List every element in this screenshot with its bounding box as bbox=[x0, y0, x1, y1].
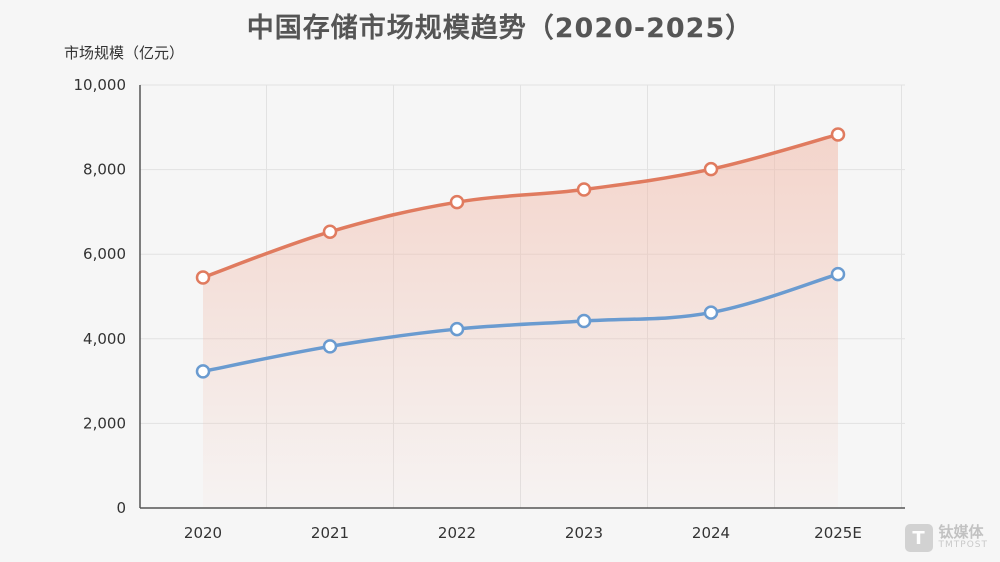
series-area bbox=[203, 134, 838, 508]
x-tick-label: 2023 bbox=[565, 524, 603, 542]
x-tick-label: 2022 bbox=[438, 524, 476, 542]
series-line bbox=[201, 132, 840, 280]
series-lines bbox=[201, 132, 840, 374]
data-point bbox=[322, 224, 338, 240]
watermark-logo-icon: T bbox=[904, 524, 933, 552]
x-tick-label: 2024 bbox=[692, 524, 730, 542]
watermark: T 钛媒体 TMTPOST bbox=[904, 524, 988, 552]
data-point bbox=[449, 194, 465, 210]
x-tick-label: 2020 bbox=[184, 524, 222, 542]
y-tick-label: 0 bbox=[116, 499, 126, 517]
data-point bbox=[830, 266, 846, 282]
data-point bbox=[703, 305, 719, 320]
watermark-name-en: TMTPOST bbox=[938, 540, 988, 551]
data-point bbox=[830, 127, 846, 142]
y-axis-label: 市场规模（亿元） bbox=[64, 44, 185, 62]
x-tick-label: 2025E bbox=[814, 524, 862, 542]
y-tick-labels: 0 2,000 4,000 6,000 8,000 10,000 bbox=[74, 76, 127, 517]
data-point bbox=[195, 270, 211, 285]
y-tick-label: 2,000 bbox=[83, 414, 126, 432]
data-point bbox=[703, 161, 719, 177]
data-point bbox=[449, 321, 465, 337]
data-point bbox=[195, 364, 211, 379]
data-points bbox=[195, 127, 846, 379]
watermark-text: 钛媒体 TMTPOST bbox=[939, 525, 988, 550]
area-fill bbox=[203, 134, 838, 508]
chart-title: 中国存储市场规模趋势（2020-2025） bbox=[246, 13, 754, 44]
y-tick-label: 6,000 bbox=[83, 245, 126, 263]
watermark-name: 钛媒体 bbox=[938, 523, 984, 542]
x-tick-labels: 2020 2021 2022 2023 2024 2025E bbox=[184, 524, 862, 542]
y-tick-label: 10,000 bbox=[74, 76, 127, 94]
y-tick-label: 8,000 bbox=[83, 161, 126, 179]
data-point bbox=[322, 339, 338, 354]
data-point bbox=[576, 313, 592, 329]
axes bbox=[139, 85, 905, 509]
y-tick-label: 4,000 bbox=[83, 330, 126, 348]
x-tick-label: 2021 bbox=[311, 524, 349, 542]
data-point bbox=[576, 182, 592, 197]
series-line bbox=[201, 272, 840, 374]
